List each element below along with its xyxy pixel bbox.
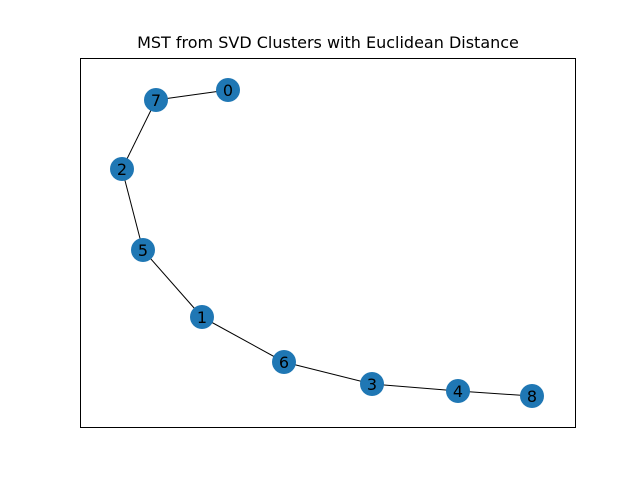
node-circle-2 <box>110 157 134 181</box>
node-7: 7 <box>144 88 168 112</box>
node-label-1: 1 <box>197 308 207 327</box>
chart-title: MST from SVD Clusters with Euclidean Dis… <box>137 33 519 52</box>
node-circle-0 <box>216 78 240 102</box>
node-label-8: 8 <box>527 387 537 406</box>
node-6: 6 <box>272 350 296 374</box>
node-label-4: 4 <box>453 382 463 401</box>
edge-0-7 <box>155 89 229 101</box>
edge-7-2 <box>121 99 157 170</box>
node-4: 4 <box>446 379 470 403</box>
edge-5-1 <box>142 249 203 318</box>
node-label-5: 5 <box>138 241 148 260</box>
node-circle-4 <box>446 379 470 403</box>
node-label-3: 3 <box>367 375 377 394</box>
edge-3-4 <box>371 383 459 392</box>
node-circle-1 <box>190 305 214 329</box>
node-circle-5 <box>131 238 155 262</box>
node-circle-3 <box>360 372 384 396</box>
node-5: 5 <box>131 238 155 262</box>
node-1: 1 <box>190 305 214 329</box>
node-0: 0 <box>216 78 240 102</box>
node-2: 2 <box>110 157 134 181</box>
edge-2-5 <box>121 168 144 251</box>
node-8: 8 <box>520 384 544 408</box>
plot-frame <box>80 58 576 428</box>
node-3: 3 <box>360 372 384 396</box>
node-label-0: 0 <box>223 81 233 100</box>
edge-6-3 <box>283 361 373 385</box>
edge-1-6 <box>201 316 285 363</box>
node-circle-8 <box>520 384 544 408</box>
node-label-7: 7 <box>151 91 161 110</box>
edge-4-8 <box>457 390 533 397</box>
node-circle-6 <box>272 350 296 374</box>
node-label-6: 6 <box>279 353 289 372</box>
node-circle-7 <box>144 88 168 112</box>
node-label-2: 2 <box>117 160 127 179</box>
node-layer: 0 1 2 3 4 5 6 7 8 <box>110 78 544 408</box>
edge-layer <box>121 89 533 397</box>
